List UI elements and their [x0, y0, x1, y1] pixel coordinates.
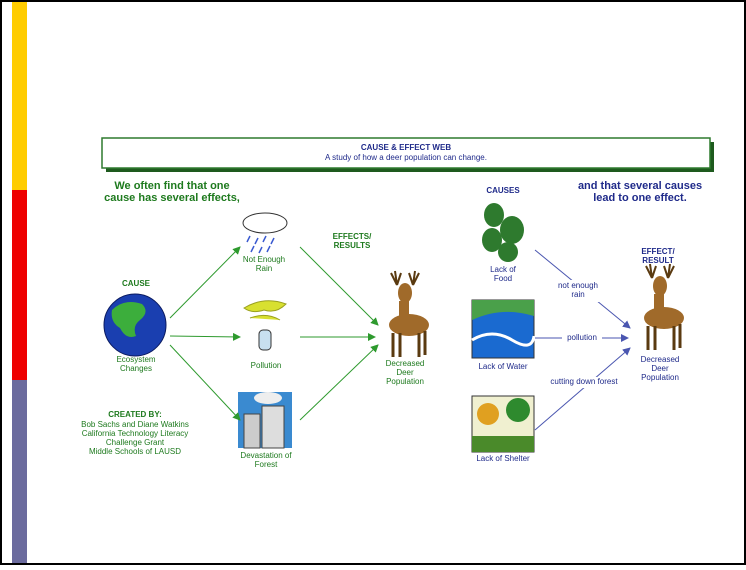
label: Ecosystem [116, 355, 155, 364]
label: Devastation of [240, 451, 292, 460]
flask [259, 330, 271, 350]
tree [506, 398, 530, 422]
label: Population [641, 373, 679, 382]
intro: and that several causes [578, 180, 702, 192]
credits: Challenge Grant [106, 438, 165, 447]
link-label: rain [571, 290, 584, 299]
label: Deer [651, 364, 669, 373]
slide: CAUSE & EFFECT WEB A study of how a deer… [0, 0, 746, 565]
label: Decreased [641, 355, 680, 364]
credits: Middle Schools of LAUSD [89, 447, 181, 456]
heading: EFFECT/ [641, 247, 675, 256]
rain [247, 236, 274, 253]
heading: RESULTS [334, 241, 371, 250]
credits: Bob Sachs and Diane Watkins [81, 420, 189, 429]
label: Pollution [251, 361, 282, 370]
factory [262, 406, 284, 448]
tree [477, 403, 499, 425]
label: Population [386, 377, 424, 386]
slide-border [1, 1, 745, 564]
stripe [12, 380, 27, 563]
stripe [12, 2, 27, 190]
heading: RESULT [642, 256, 674, 265]
link-label: cutting down forest [550, 377, 618, 386]
label: Deer [396, 368, 414, 377]
link-label: pollution [567, 333, 597, 342]
smoke [244, 301, 286, 320]
label: Food [494, 274, 512, 283]
deer [389, 271, 429, 357]
ground [472, 436, 534, 452]
label: Decreased [386, 359, 425, 368]
subtitle: A study of how a deer population can cha… [325, 153, 487, 162]
heading: EFFECTS/ [333, 232, 372, 241]
label: Lack of Shelter [476, 454, 530, 463]
intro: We often find that one [114, 180, 229, 192]
intro: lead to one effect. [593, 192, 687, 204]
intro: cause has several effects, [104, 192, 240, 204]
credits-heading: CREATED BY: [108, 410, 161, 419]
tree [482, 203, 524, 262]
deer [644, 264, 684, 350]
label: Forest [255, 460, 278, 469]
title: CAUSE & EFFECT WEB [361, 143, 451, 152]
cloud [243, 213, 287, 233]
link-label: not enough [558, 281, 598, 290]
heading: CAUSES [486, 186, 520, 195]
credits: California Technology Literacy [82, 429, 189, 438]
label: Lack of [490, 265, 517, 274]
smoke [254, 392, 282, 404]
stripe [12, 190, 27, 380]
label: Lack of Water [478, 362, 527, 371]
label: Rain [256, 264, 272, 273]
heading: CAUSE [122, 279, 151, 288]
label: Not Enough [243, 255, 285, 264]
factory [244, 414, 260, 448]
label: Changes [120, 364, 152, 373]
